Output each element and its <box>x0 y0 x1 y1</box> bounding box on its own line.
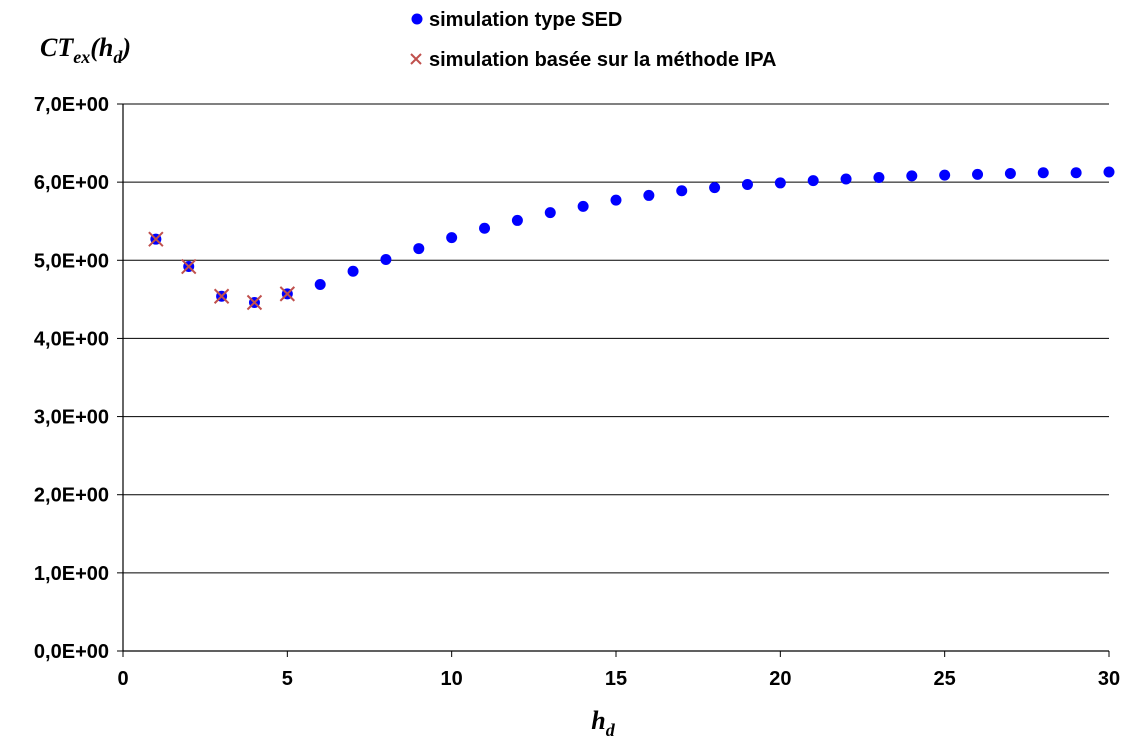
ipa-point <box>246 294 263 311</box>
y-axis-title: CTex(hd) <box>40 33 131 67</box>
x-tick-label: 0 <box>117 668 128 690</box>
sed-point <box>709 182 721 194</box>
sed-point <box>840 173 852 185</box>
sed-point <box>1004 168 1016 180</box>
data-points <box>148 166 1115 311</box>
y-axis-title-close: ) <box>120 33 131 62</box>
ipa-point <box>279 286 296 302</box>
sed-point <box>380 254 392 266</box>
sed-point <box>906 170 918 182</box>
y-axis-title-main: CT <box>40 33 74 62</box>
y-axis-title-sub2: d <box>113 47 123 67</box>
sed-point <box>1070 167 1082 179</box>
y-tick-label: 3,0E+00 <box>34 407 109 429</box>
x-tick-label: 5 <box>282 668 293 690</box>
x-tick-label: 20 <box>769 668 791 690</box>
y-axis-title-sub: ex <box>73 47 90 67</box>
legend-marker-circle <box>411 13 423 25</box>
y-tick-label: 6,0E+00 <box>34 172 109 194</box>
x-axis-title: hd <box>591 706 615 738</box>
x-axis-title-main: h <box>591 706 605 735</box>
x-tick-label: 30 <box>1098 668 1120 690</box>
sed-point <box>972 168 984 180</box>
y-tick-label: 2,0E+00 <box>34 485 109 507</box>
x-tick-label: 15 <box>605 668 627 690</box>
ipa-point <box>213 288 230 304</box>
sed-point <box>741 178 753 190</box>
sed-point <box>610 194 622 206</box>
sed-point <box>873 171 885 183</box>
sed-point <box>413 243 425 255</box>
x-tick-label: 10 <box>441 668 463 690</box>
sed-point <box>676 185 688 197</box>
x-tick-label: 25 <box>934 668 956 690</box>
y-tick-label: 0,0E+00 <box>34 641 109 663</box>
sed-point <box>347 265 359 277</box>
y-tick-label: 1,0E+00 <box>34 563 109 585</box>
sed-point <box>643 189 655 201</box>
ipa-point <box>148 231 164 247</box>
legend-entry-sed: simulation type SED <box>411 9 622 31</box>
x-axis-tick-labels: 0 5 10 15 20 25 30 <box>117 668 1120 690</box>
y-axis-title-rest: (h <box>90 33 113 62</box>
sed-point <box>511 214 523 226</box>
legend-entry-ipa: simulation basée sur la méthode IPA <box>410 49 777 71</box>
y-tick-label: 4,0E+00 <box>34 328 109 350</box>
sed-point <box>807 175 819 187</box>
legend-marker-x <box>410 53 422 65</box>
sed-point <box>544 207 556 219</box>
axes <box>117 103 1110 657</box>
sed-point <box>1037 167 1049 179</box>
sed-point <box>774 177 786 189</box>
y-axis-tick-labels: 0,0E+00 1,0E+00 2,0E+00 3,0E+00 4,0E+00 5,0E+… <box>34 94 109 663</box>
sed-point <box>577 200 589 212</box>
sed-point <box>479 222 491 234</box>
sed-point <box>1103 166 1115 178</box>
sed-point <box>939 169 951 181</box>
legend-label-sed: simulation type SED <box>429 9 622 31</box>
legend-label-ipa: simulation basée sur la méthode IPA <box>429 49 777 71</box>
sed-point <box>446 232 458 244</box>
grid-lines <box>123 103 1109 574</box>
ipa-point <box>181 258 197 275</box>
x-axis-title-sub: d <box>606 720 616 738</box>
sed-point <box>314 279 326 291</box>
y-tick-label: 5,0E+00 <box>34 250 109 272</box>
legend: simulation type SED simulation basée sur… <box>410 9 777 71</box>
y-tick-label: 7,0E+00 <box>34 94 109 116</box>
